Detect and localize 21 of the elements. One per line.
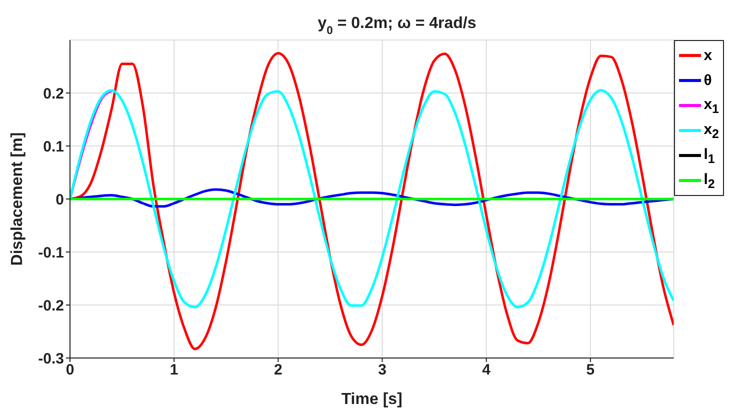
- legend-label: x: [704, 47, 712, 64]
- legend-label: x$_{2}$: [704, 120, 719, 140]
- y-axis-title: Displacement [m]: [9, 132, 26, 266]
- x-axis-title: Time [s]: [341, 391, 402, 408]
- x-tick-label: 4: [482, 362, 492, 379]
- chart-title: y$_{0}$ = 0.2m; ω = 4rad/s: [318, 15, 476, 37]
- x-tick-label: 1: [170, 362, 178, 379]
- legend-label: x$_{1}$: [704, 96, 719, 116]
- y-tick-label: 0.1: [43, 138, 64, 156]
- legend-label: θ: [704, 72, 712, 89]
- x-tick-label: 2: [274, 362, 282, 379]
- y-tick-label: -0.3: [38, 350, 64, 368]
- y-tick-label: 0.2: [43, 85, 64, 102]
- y-tick-label: 0: [56, 191, 64, 208]
- x-tick-label: 5: [586, 362, 595, 379]
- legend-label: l$_{1}$: [704, 146, 715, 166]
- y-tick-label: -0.2: [38, 297, 64, 314]
- x-tick-label: 3: [378, 362, 386, 379]
- legend-label: l$_{2}$: [704, 170, 715, 190]
- y-tick-label: -0.1: [38, 244, 64, 262]
- line-series: [70, 89, 674, 308]
